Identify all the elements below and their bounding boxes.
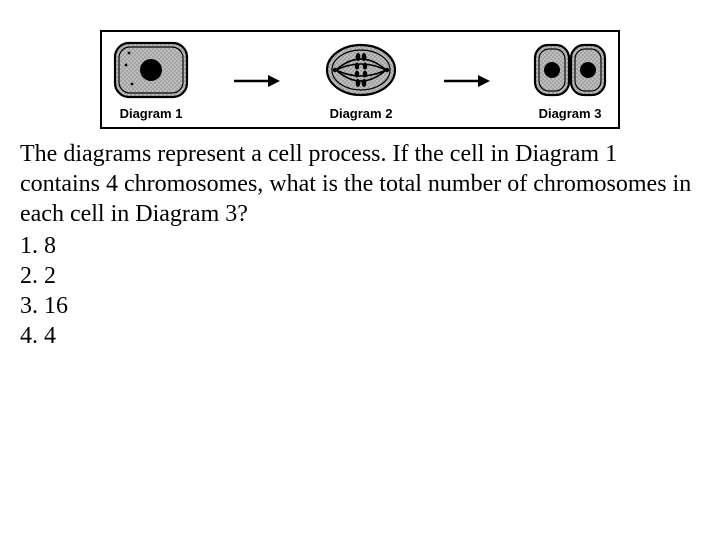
diagram-2-label: Diagram 2 [330,106,393,121]
arrow-icon [442,71,490,91]
question-text: The diagrams represent a cell process. I… [20,139,700,229]
cell-diagram-2 [322,40,400,100]
diagram-container: Diagram 1 [100,30,620,129]
arrow-icon [232,71,280,91]
cell-diagram-1 [112,40,190,100]
option-3: 3. 16 [20,291,700,321]
option-4: 4. 4 [20,321,700,351]
diagram-panel-1: Diagram 1 [112,40,190,121]
option-2: 2. 2 [20,261,700,291]
answer-options: 1. 8 2. 2 3. 16 4. 4 [20,231,700,351]
cell-diagram-3 [532,40,608,100]
option-1: 1. 8 [20,231,700,261]
diagram-panel-2: Diagram 2 [322,40,400,121]
diagram-3-label: Diagram 3 [539,106,602,121]
diagram-panel-3: Diagram 3 [532,40,608,121]
diagram-1-label: Diagram 1 [120,106,183,121]
